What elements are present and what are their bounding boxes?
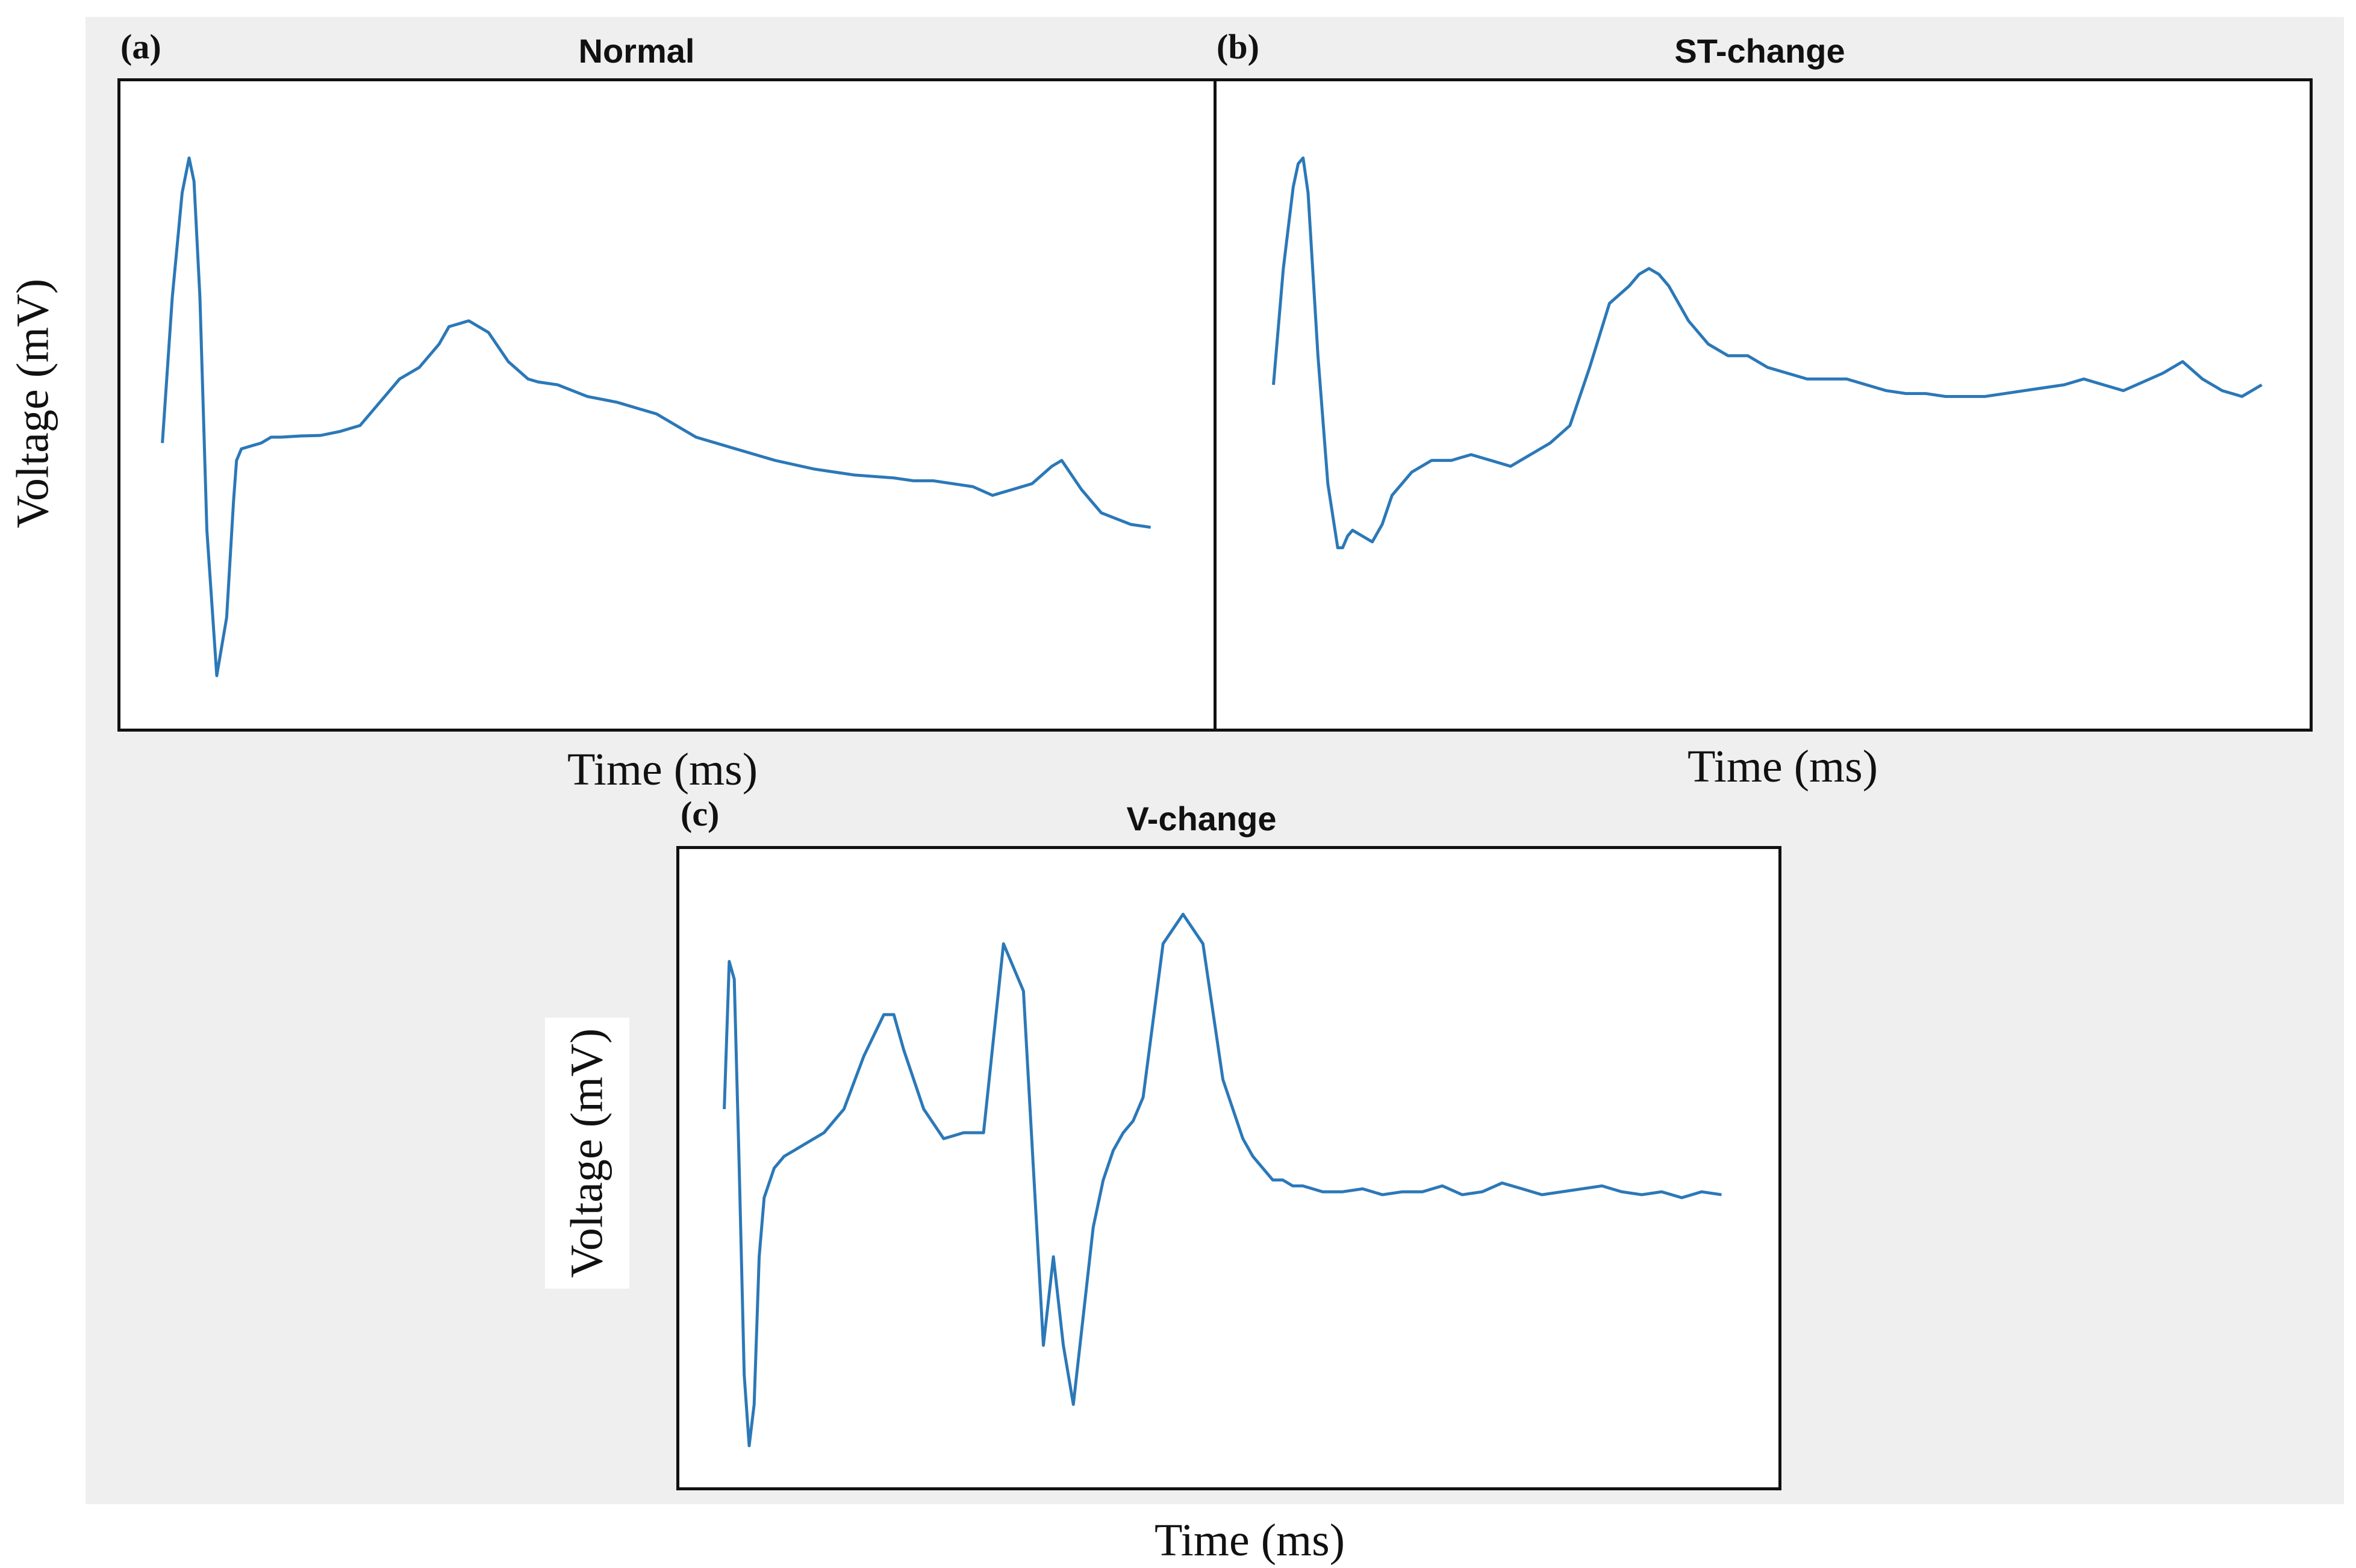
- y-axis-label-c: Voltage (mV): [561, 1028, 612, 1278]
- plot-svg-b: [1272, 156, 2263, 550]
- y-axis-label-ab: Voltage (mV): [7, 278, 58, 529]
- panel-label-c: (c): [681, 794, 720, 833]
- plot-title-c: V-change: [1126, 800, 1277, 838]
- plot-svg-c: [723, 912, 1722, 1448]
- x-axis-label-a: Time (ms): [567, 744, 758, 795]
- plot-svg-a: [161, 156, 1151, 677]
- x-axis-label-c: Time (ms): [1154, 1515, 1345, 1566]
- x-axis-label-b: Time (ms): [1687, 741, 1878, 792]
- ecg-line-a: [161, 156, 1151, 677]
- ecg-line-c: [723, 912, 1722, 1448]
- panel-label-b: (b): [1217, 27, 1259, 66]
- plot-title-a: Normal: [578, 32, 695, 70]
- plot-frame-c: [676, 846, 1781, 1490]
- y-axis-label-background-c: [545, 1018, 629, 1289]
- panel-label-a: (a): [120, 27, 161, 66]
- plot-title-b: ST-change: [1674, 32, 1845, 70]
- plot-frame-a: [117, 78, 1220, 732]
- plot-frame-b: [1214, 78, 2313, 732]
- ecg-line-b: [1272, 156, 2263, 550]
